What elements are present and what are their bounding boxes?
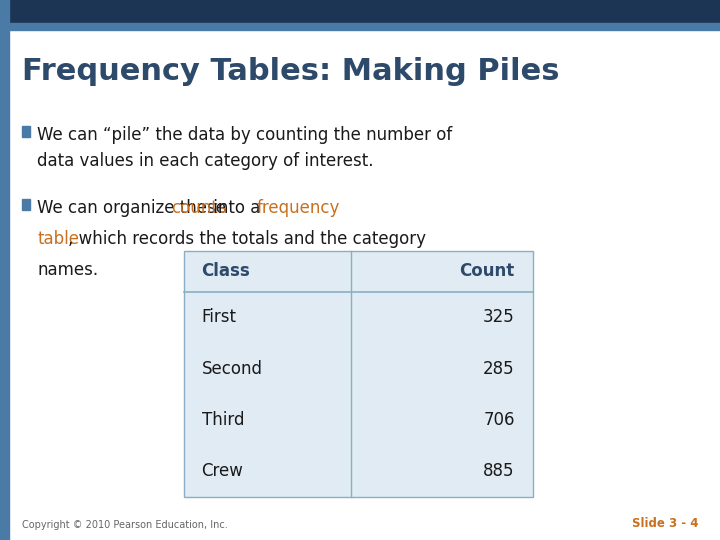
Text: 325: 325 bbox=[483, 308, 515, 326]
Text: Frequency Tables: Making Piles: Frequency Tables: Making Piles bbox=[22, 57, 559, 86]
Text: 706: 706 bbox=[483, 411, 515, 429]
Text: names.: names. bbox=[37, 261, 99, 279]
Text: We can organize these: We can organize these bbox=[37, 199, 232, 217]
Bar bbox=[22, 126, 30, 137]
Text: Second: Second bbox=[202, 360, 263, 377]
Bar bbox=[184, 251, 533, 497]
Text: table: table bbox=[37, 230, 79, 248]
Bar bbox=[0, 0, 9, 540]
Text: Third: Third bbox=[202, 411, 244, 429]
Bar bbox=[0, 23, 720, 30]
Text: Crew: Crew bbox=[202, 462, 243, 480]
Text: Copyright © 2010 Pearson Education, Inc.: Copyright © 2010 Pearson Education, Inc. bbox=[22, 520, 228, 530]
Text: , which records the totals and the category: , which records the totals and the categ… bbox=[68, 230, 426, 248]
Bar bbox=[22, 199, 30, 210]
Text: frequency: frequency bbox=[256, 199, 340, 217]
Text: First: First bbox=[202, 308, 237, 326]
Text: We can “pile” the data by counting the number of
data values in each category of: We can “pile” the data by counting the n… bbox=[37, 126, 453, 170]
Bar bbox=[0, 0, 720, 24]
Text: 885: 885 bbox=[483, 462, 515, 480]
Text: into a: into a bbox=[208, 199, 266, 217]
Text: 285: 285 bbox=[483, 360, 515, 377]
Text: Slide 3 - 4: Slide 3 - 4 bbox=[632, 517, 698, 530]
Text: counts: counts bbox=[171, 199, 227, 217]
Text: Count: Count bbox=[459, 262, 515, 280]
Text: Class: Class bbox=[202, 262, 251, 280]
